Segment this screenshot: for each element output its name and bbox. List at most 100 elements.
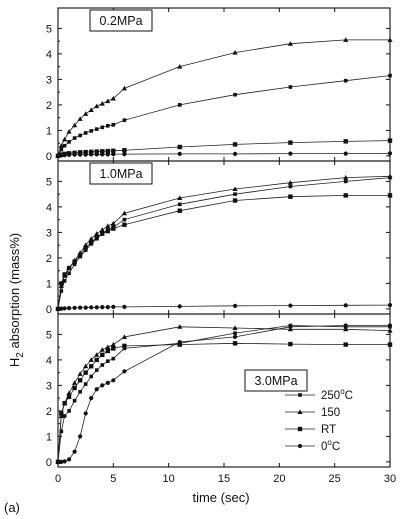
data-point xyxy=(89,374,93,379)
data-point xyxy=(72,259,77,264)
data-point xyxy=(288,194,293,199)
data-point xyxy=(66,265,72,271)
data-point xyxy=(89,396,94,401)
data-point xyxy=(105,223,111,229)
data-point xyxy=(83,370,88,375)
data-point xyxy=(287,41,293,46)
data-point xyxy=(59,429,64,434)
y-tick-label: 2 xyxy=(46,100,52,112)
data-point xyxy=(83,305,88,310)
data-point xyxy=(66,390,72,396)
data-point xyxy=(59,281,64,286)
data-point xyxy=(177,342,182,347)
data-point xyxy=(110,220,116,226)
data-point xyxy=(78,305,83,310)
data-point xyxy=(88,236,94,241)
data-point xyxy=(105,380,110,385)
data-point xyxy=(111,226,116,231)
panel-label-box xyxy=(89,162,153,185)
data-point xyxy=(122,217,127,222)
data-point xyxy=(72,262,77,267)
data-point xyxy=(177,144,182,150)
data-point xyxy=(62,279,67,283)
data-point xyxy=(343,323,348,328)
data-point xyxy=(89,149,94,155)
data-point xyxy=(105,148,110,154)
y-tick-label: 3 xyxy=(46,380,52,392)
data-point xyxy=(72,122,78,128)
data-point xyxy=(387,342,393,347)
y-axis-title: H2 absorption (mass%) xyxy=(7,233,26,367)
data-point xyxy=(78,133,82,138)
data-point xyxy=(343,179,348,184)
data-point xyxy=(343,151,348,156)
data-point xyxy=(232,325,238,331)
legend-entry-250: 250oC xyxy=(285,387,353,402)
data-point xyxy=(100,352,105,357)
y-tick-label: 2 xyxy=(46,406,52,418)
data-point xyxy=(287,180,293,185)
series-rt xyxy=(55,341,393,465)
y-tick-label: 0 xyxy=(46,457,52,469)
data-point xyxy=(177,103,182,107)
data-point xyxy=(77,150,83,155)
data-point xyxy=(122,304,127,309)
data-point xyxy=(72,380,78,385)
legend-label: 150 xyxy=(321,407,340,419)
data-point xyxy=(232,334,238,340)
data-point xyxy=(387,151,393,156)
x-tick-label: 25 xyxy=(329,473,341,485)
legend-marker xyxy=(297,426,303,432)
data-point xyxy=(78,434,83,439)
x-tick-label: 5 xyxy=(110,473,116,485)
data-point xyxy=(83,245,88,250)
data-point xyxy=(111,152,116,157)
data-point xyxy=(288,324,293,329)
data-point xyxy=(387,327,393,333)
data-point xyxy=(88,357,94,362)
series-150 xyxy=(55,173,393,311)
x-tick-label: 15 xyxy=(218,473,230,485)
series-250 xyxy=(56,175,392,311)
data-point xyxy=(177,208,182,213)
panel-label: 1.0MPa xyxy=(89,162,153,185)
data-point xyxy=(105,344,111,350)
data-point xyxy=(177,202,182,207)
data-point xyxy=(77,378,83,383)
data-point xyxy=(288,341,293,347)
data-point xyxy=(99,101,105,106)
data-point xyxy=(83,363,89,369)
panel-2: 0 1 2 3 4 5 1.0MPa xyxy=(46,160,393,316)
y-tick-label: 5 xyxy=(46,23,52,35)
data-point xyxy=(105,228,110,234)
data-point xyxy=(78,152,83,157)
data-point xyxy=(67,140,71,144)
legend-marker xyxy=(298,393,302,397)
data-point xyxy=(121,334,127,339)
data-point xyxy=(121,210,127,216)
data-point xyxy=(94,152,99,157)
data-point xyxy=(59,289,64,293)
data-point xyxy=(77,371,83,376)
y-tick-label: 2 xyxy=(46,253,52,265)
data-point xyxy=(83,382,88,386)
data-point xyxy=(67,409,71,413)
y-tick-label: 1 xyxy=(46,431,52,443)
data-point xyxy=(72,449,77,454)
data-point xyxy=(72,385,77,391)
data-point xyxy=(72,136,77,140)
data-point xyxy=(288,184,293,189)
data-point xyxy=(59,153,64,158)
data-point xyxy=(78,389,82,394)
data-point xyxy=(177,339,182,345)
data-point xyxy=(106,124,110,128)
series-rt xyxy=(55,193,393,312)
data-point xyxy=(122,152,127,157)
data-point xyxy=(94,387,99,392)
data-point xyxy=(288,151,293,156)
data-point xyxy=(83,111,89,116)
data-point xyxy=(387,37,393,42)
data-point xyxy=(77,116,83,121)
data-point xyxy=(89,129,93,133)
